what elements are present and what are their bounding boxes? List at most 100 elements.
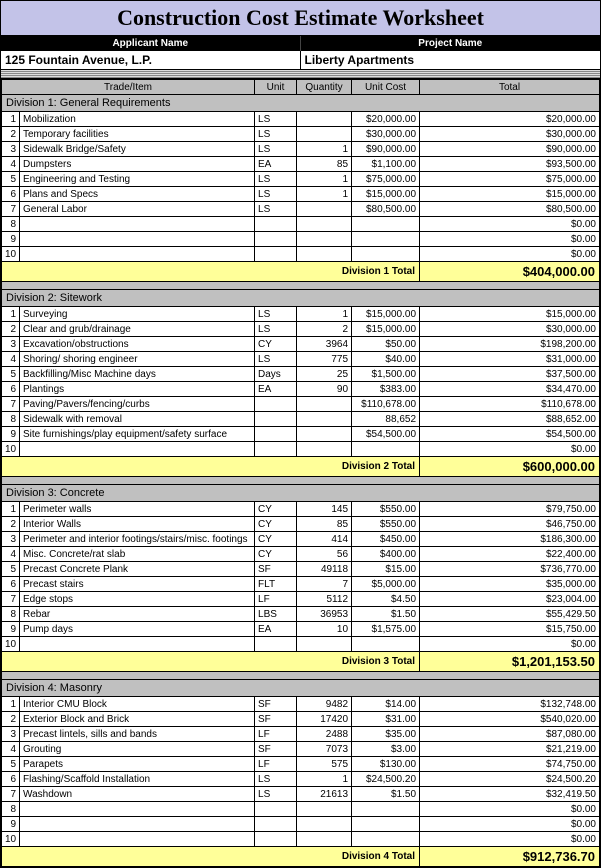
row-number: 6 (2, 577, 20, 592)
row-total: $0.00 (420, 802, 600, 817)
row-item: Paving/Pavers/fencing/curbs (20, 397, 255, 412)
row-cost: $110,678.00 (352, 397, 420, 412)
row-qty: 85 (297, 517, 352, 532)
row-unit: LBS (255, 607, 297, 622)
row-total: $20,000.00 (420, 112, 600, 127)
row-qty: 7 (297, 577, 352, 592)
row-total: $46,750.00 (420, 517, 600, 532)
row-cost: $450.00 (352, 532, 420, 547)
header-trade: Trade/Item (2, 80, 255, 95)
row-cost: $14.00 (352, 697, 420, 712)
row-item: Excavation/obstructions (20, 337, 255, 352)
row-cost: $15,000.00 (352, 187, 420, 202)
division-total-row: Division 2 Total$600,000.00 (2, 457, 600, 477)
row-unit: CY (255, 532, 297, 547)
row-total: $132,748.00 (420, 697, 600, 712)
row-cost (352, 832, 420, 847)
row-item (20, 217, 255, 232)
row-qty (297, 442, 352, 457)
row-cost: $40.00 (352, 352, 420, 367)
table-row: 10$0.00 (2, 442, 600, 457)
row-unit: SF (255, 712, 297, 727)
row-total: $54,500.00 (420, 427, 600, 442)
row-cost: $5,000.00 (352, 577, 420, 592)
row-number: 4 (2, 547, 20, 562)
row-number: 4 (2, 742, 20, 757)
row-item (20, 817, 255, 832)
row-number: 7 (2, 202, 20, 217)
row-qty: 1 (297, 772, 352, 787)
row-number: 2 (2, 127, 20, 142)
header-qty: Quantity (297, 80, 352, 95)
row-item: Edge stops (20, 592, 255, 607)
header-unit: Unit (255, 80, 297, 95)
row-total: $0.00 (420, 442, 600, 457)
row-cost: $20,000.00 (352, 112, 420, 127)
row-unit: LS (255, 112, 297, 127)
row-item: Sidewalk with removal (20, 412, 255, 427)
row-unit: Days (255, 367, 297, 382)
table-row: 9 $0.00 (2, 232, 600, 247)
row-qty: 1 (297, 307, 352, 322)
table-row: 10$0.00 (2, 832, 600, 847)
table-row: 4Misc. Concrete/rat slabCY56$400.00$22,4… (2, 547, 600, 562)
row-item: Clear and grub/drainage (20, 322, 255, 337)
row-total: $15,000.00 (420, 187, 600, 202)
row-item: Perimeter walls (20, 502, 255, 517)
row-cost (352, 232, 420, 247)
row-qty: 56 (297, 547, 352, 562)
row-item: Plans and Specs (20, 187, 255, 202)
row-total: $0.00 (420, 217, 600, 232)
table-row: 1Perimeter wallsCY145$550.00$79,750.00 (2, 502, 600, 517)
row-item: Engineering and Testing (20, 172, 255, 187)
row-unit: FLT (255, 577, 297, 592)
division-header: Division 3: Concrete (2, 485, 600, 502)
row-item: Precast lintels, sills and bands (20, 727, 255, 742)
row-total: $87,080.00 (420, 727, 600, 742)
row-item (20, 802, 255, 817)
row-unit (255, 412, 297, 427)
row-unit (255, 427, 297, 442)
row-qty (297, 217, 352, 232)
row-item: Rebar (20, 607, 255, 622)
row-item: Perimeter and interior footings/stairs/m… (20, 532, 255, 547)
row-item: Flashing/Scaffold Installation (20, 772, 255, 787)
row-item: Temporary facilities (20, 127, 255, 142)
row-qty: 1 (297, 142, 352, 157)
division-total-label: Division 4 Total (2, 847, 420, 867)
row-qty (297, 397, 352, 412)
table-row: 6Flashing/Scaffold InstallationLS1$24,50… (2, 772, 600, 787)
row-number: 6 (2, 187, 20, 202)
row-number: 9 (2, 622, 20, 637)
row-total: $23,004.00 (420, 592, 600, 607)
table-row: 4DumpstersEA85$1,100.00$93,500.00 (2, 157, 600, 172)
row-number: 9 (2, 232, 20, 247)
row-number: 5 (2, 172, 20, 187)
row-total: $34,470.00 (420, 382, 600, 397)
row-item: Interior Walls (20, 517, 255, 532)
row-total: $0.00 (420, 232, 600, 247)
row-item: Site furnishings/play equipment/safety s… (20, 427, 255, 442)
row-unit: SF (255, 562, 297, 577)
row-cost: 88,652 (352, 412, 420, 427)
row-cost (352, 247, 420, 262)
row-unit (255, 442, 297, 457)
row-qty: 2488 (297, 727, 352, 742)
row-qty: 10 (297, 622, 352, 637)
row-item (20, 832, 255, 847)
row-total: $0.00 (420, 637, 600, 652)
row-item (20, 247, 255, 262)
row-number: 3 (2, 337, 20, 352)
table-row: 3Excavation/obstructionsCY3964$50.00$198… (2, 337, 600, 352)
row-total: $15,750.00 (420, 622, 600, 637)
row-cost (352, 217, 420, 232)
row-total: $0.00 (420, 817, 600, 832)
row-qty: 17420 (297, 712, 352, 727)
row-unit: EA (255, 622, 297, 637)
header-cost: Unit Cost (352, 80, 420, 95)
row-item: Washdown (20, 787, 255, 802)
row-number: 4 (2, 157, 20, 172)
row-qty (297, 247, 352, 262)
row-number: 5 (2, 367, 20, 382)
row-item: Dumpsters (20, 157, 255, 172)
